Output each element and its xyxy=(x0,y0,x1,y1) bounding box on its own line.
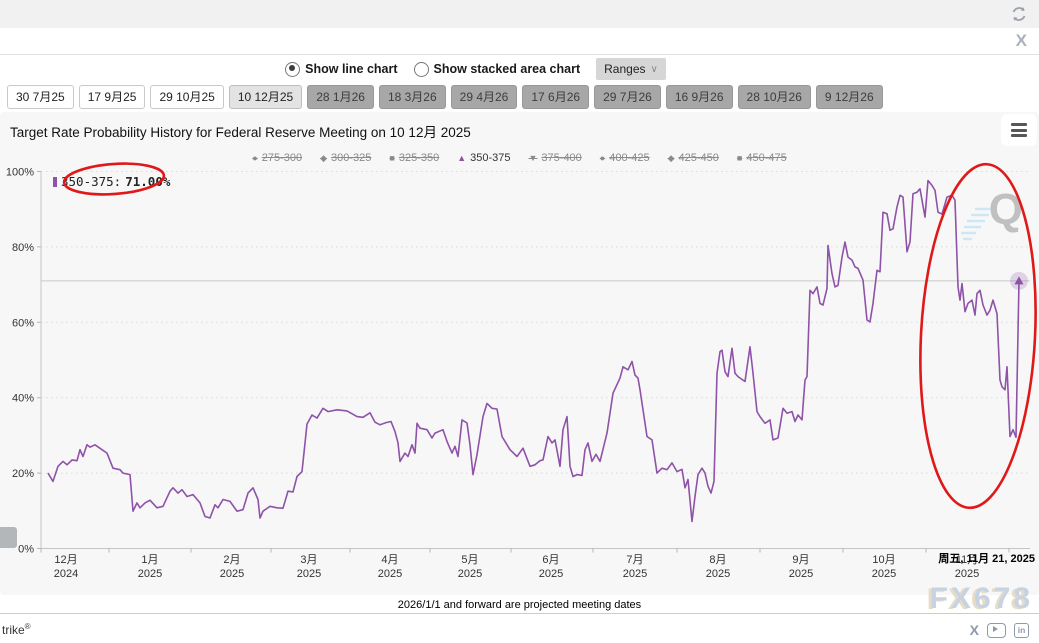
legend-label: 350-375 xyxy=(470,152,511,164)
meeting-tab[interactable]: 18 3月26 xyxy=(378,85,446,109)
meeting-tab[interactable]: 28 1月26 xyxy=(307,85,374,109)
chart-panel: Target Rate Probability History for Fede… xyxy=(0,112,1039,595)
refresh-icon[interactable] xyxy=(1009,4,1029,24)
projected-dates-footnote: 2026/1/1 and forward are projected meeti… xyxy=(397,599,642,611)
legend-item-325-350[interactable]: ■ 325-350 xyxy=(389,152,439,164)
legend-marker-icon: ■ xyxy=(389,153,395,163)
legend-label: 425-450 xyxy=(678,152,719,164)
radio-stacked-area-chart[interactable]: Show stacked area chart xyxy=(413,61,581,77)
footer-divider xyxy=(0,613,1039,614)
q-letter: Q xyxy=(988,185,1023,234)
legend-item-450-475[interactable]: ■ 450-475 xyxy=(737,152,787,164)
legend-marker-icon: ▼ xyxy=(528,153,538,163)
tooltip-series-marker xyxy=(53,176,57,187)
x-axis-label: 9月 2025 xyxy=(788,554,814,580)
chart-type-controls: Show line chart Show stacked area chart … xyxy=(0,58,1039,80)
legend-marker-icon: ● xyxy=(599,153,606,163)
legend-label: 275-300 xyxy=(261,152,303,164)
legend-item-425-450[interactable]: ◆ 425-450 xyxy=(668,152,719,164)
registered-mark: ® xyxy=(24,622,31,631)
x-axis-label: 6月 2025 xyxy=(538,554,564,580)
meeting-tab[interactable]: 10 12月25 xyxy=(228,85,303,109)
x-axis-label: 3月 2025 xyxy=(296,554,322,580)
x-axis-label: 5月 2025 xyxy=(457,554,483,580)
hover-date-annotation: 周五, 11月 21, 2025 xyxy=(938,553,1035,565)
legend-marker-icon: ■ xyxy=(736,153,743,163)
social-share-icons: X in xyxy=(970,622,1029,638)
meeting-tab[interactable]: 17 6月26 xyxy=(522,85,590,109)
ranges-dropdown[interactable]: Ranges ∨ xyxy=(596,58,666,80)
chart-legend: ● 275-300 ◆ 300-325 ■ 325-350 ▲ 350-375 ▼ 375-400… xyxy=(0,152,1039,164)
tooltip-series-name: 350-375: xyxy=(61,174,122,189)
linkedin-icon[interactable]: in xyxy=(1014,622,1029,638)
legend-label: 375-400 xyxy=(541,152,582,164)
legend-marker-icon: ● xyxy=(252,153,258,163)
legend-marker-icon: ◆ xyxy=(667,152,675,163)
x-axis-label: 4月 2025 xyxy=(377,554,403,580)
meeting-tab[interactable]: 30 7月25 xyxy=(7,85,74,109)
fx678-watermark: FX678 xyxy=(929,582,1033,615)
series-tooltip: 350-375: 71.00% xyxy=(53,174,170,189)
meeting-tab[interactable]: 29 4月26 xyxy=(450,85,518,109)
meeting-tab[interactable]: 29 7月26 xyxy=(594,85,661,109)
youtube-icon[interactable] xyxy=(987,622,1006,638)
x-axis-label: 1月 2025 xyxy=(137,554,163,580)
quikstrike-watermark: Q xyxy=(961,185,1023,241)
x-axis-label: 12月 2024 xyxy=(53,554,79,580)
x-axis-label: 2月 2025 xyxy=(219,554,245,580)
x-axis-label: 11月 2025 xyxy=(954,554,980,580)
meeting-date-tabs: 30 7月25 17 9月25 29 10月25 10 12月25 28 1月26 18 … xyxy=(7,85,883,109)
legend-marker-icon: ◆ xyxy=(320,152,328,163)
legend-item-375-400[interactable]: ▼ 375-400 xyxy=(529,152,582,164)
secondary-toolbar xyxy=(0,28,1039,55)
legend-label: 325-350 xyxy=(398,152,440,164)
radio-stacked-area-label: Show stacked area chart xyxy=(433,62,581,76)
radio-line-chart-circle[interactable] xyxy=(285,61,301,77)
meeting-tab[interactable]: 29 10月25 xyxy=(150,85,224,109)
close-icon[interactable]: X xyxy=(1015,31,1027,50)
meeting-tab[interactable]: 9 12月26 xyxy=(815,85,883,109)
legend-label: 300-325 xyxy=(331,152,372,164)
meeting-tab[interactable]: 17 9月25 xyxy=(78,85,146,109)
hamburger-menu-icon[interactable] xyxy=(1001,114,1037,146)
tooltip-series-value: 71.00% xyxy=(125,174,171,189)
legend-item-300-325[interactable]: ◆ 300-325 xyxy=(320,152,371,164)
clipped-side-watermark xyxy=(0,527,17,548)
radio-stacked-area-circle[interactable] xyxy=(413,61,429,77)
brand-text: trike xyxy=(2,623,25,637)
legend-marker-icon: ▲ xyxy=(457,153,467,163)
meeting-tab[interactable]: 28 10月26 xyxy=(737,85,811,109)
legend-label: 400-425 xyxy=(609,152,650,164)
x-axis-label: 10月 2025 xyxy=(871,554,897,580)
ranges-dropdown-label: Ranges xyxy=(604,62,646,76)
radio-line-chart-label: Show line chart xyxy=(305,62,398,76)
radio-line-chart[interactable]: Show line chart xyxy=(285,61,398,77)
x-axis-label: 7月 2025 xyxy=(622,554,648,580)
legend-item-400-425[interactable]: ● 400-425 xyxy=(600,152,650,164)
meeting-tab[interactable]: 16 9月26 xyxy=(665,85,733,109)
top-toolbar xyxy=(0,0,1039,28)
quikstrike-brand-clipped: trike® xyxy=(2,622,31,637)
legend-label: 450-475 xyxy=(746,152,787,164)
chart-title: Target Rate Probability History for Fede… xyxy=(10,125,471,140)
legend-item-275-300[interactable]: ● 275-300 xyxy=(252,152,302,164)
legend-item-350-375[interactable]: ▲ 350-375 xyxy=(457,152,510,164)
chevron-down-icon: ∨ xyxy=(650,63,658,75)
x-axis-label: 8月 2025 xyxy=(705,554,731,580)
x-share-icon[interactable]: X xyxy=(969,622,979,638)
